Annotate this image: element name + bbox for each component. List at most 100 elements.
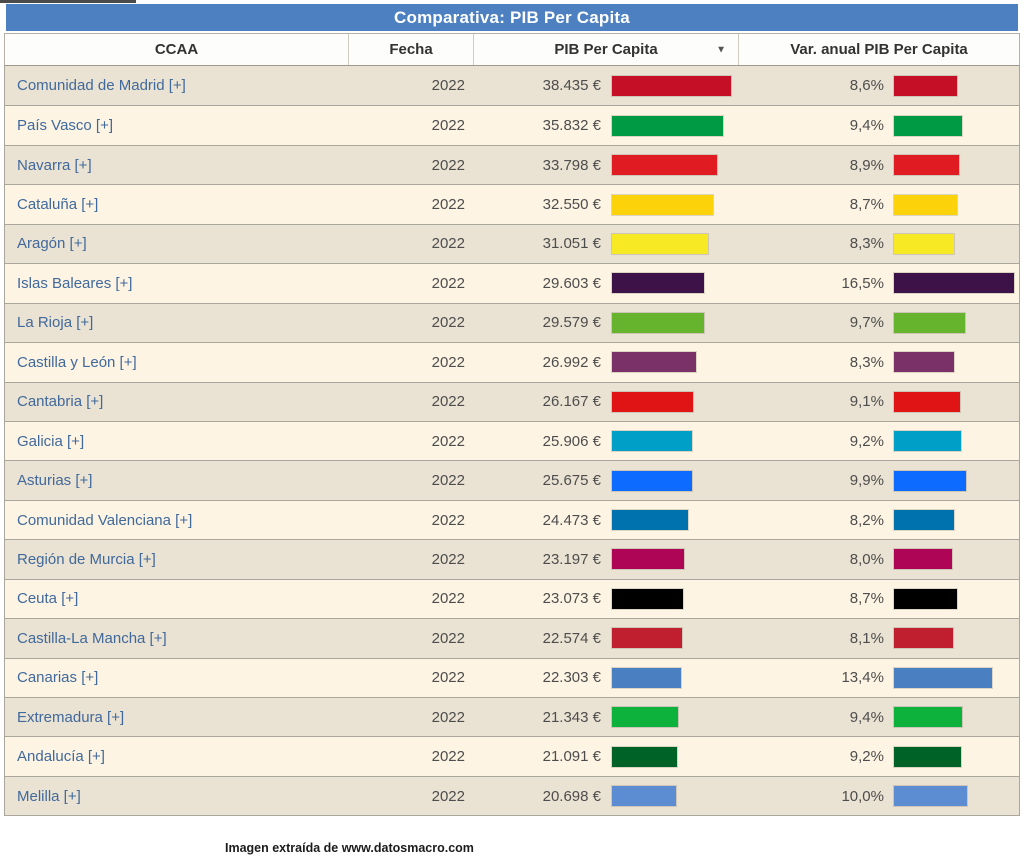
region-cell: Ceuta [+] <box>5 590 348 607</box>
var-bar <box>894 746 961 767</box>
var-bar <box>894 431 961 452</box>
year-cell: 2022 <box>431 235 465 253</box>
pib-value: 32.550 € <box>542 196 601 214</box>
region-cell: Cantabria [+] <box>5 393 348 410</box>
column-header-fecha[interactable]: Fecha <box>348 34 473 65</box>
var-bar <box>894 707 963 728</box>
var-bar <box>894 115 963 136</box>
column-header-ccaa[interactable]: CCAA <box>5 34 348 65</box>
column-header-var[interactable]: Var. anual PIB Per Capita <box>738 34 1019 65</box>
sort-descending-icon[interactable]: ▼ <box>716 44 726 55</box>
region-link[interactable]: La Rioja [+] <box>17 314 94 332</box>
var-value: 8,7% <box>849 590 884 608</box>
region-link[interactable]: Canarias [+] <box>17 669 99 687</box>
table-row: Aragón [+] 2022 31.051 € 8,3% <box>5 223 1019 264</box>
year-cell: 2022 <box>431 314 465 332</box>
pib-cell: 33.798 € <box>473 155 738 176</box>
var-bar <box>894 75 957 96</box>
table-body: Comunidad de Madrid [+] 2022 38.435 € 8,… <box>4 66 1020 817</box>
region-link[interactable]: Cataluña [+] <box>17 196 99 214</box>
pib-value: 33.798 € <box>542 156 601 174</box>
pib-cell: 31.051 € <box>473 233 738 254</box>
var-bar <box>894 233 955 254</box>
region-link[interactable]: Andalucía [+] <box>17 748 105 766</box>
region-link[interactable]: Ceuta [+] <box>17 590 79 608</box>
region-link[interactable]: Melilla [+] <box>17 787 81 805</box>
pib-cell: 26.167 € <box>473 391 738 412</box>
region-link[interactable]: Navarra [+] <box>17 156 92 174</box>
region-link[interactable]: Castilla y León [+] <box>17 353 137 371</box>
region-cell: País Vasco [+] <box>5 117 348 134</box>
region-link[interactable]: País Vasco [+] <box>17 117 114 135</box>
var-value: 9,1% <box>849 393 884 411</box>
var-value: 16,5% <box>841 274 884 292</box>
pib-bar <box>612 549 684 570</box>
pib-bar <box>612 510 688 531</box>
region-link[interactable]: Región de Murcia [+] <box>17 550 156 568</box>
pib-bar <box>612 155 717 176</box>
region-cell: La Rioja [+] <box>5 314 348 331</box>
pib-bar <box>612 115 723 136</box>
region-link[interactable]: Aragón [+] <box>17 235 87 253</box>
pib-value: 25.675 € <box>542 472 601 490</box>
var-cell: 8,9% <box>738 155 1019 176</box>
table-row: Melilla [+] 2022 20.698 € 10,0% <box>5 775 1019 816</box>
var-cell: 8,3% <box>738 233 1019 254</box>
column-header-pib[interactable]: PIB Per Capita ▼ <box>473 34 738 65</box>
region-link[interactable]: Castilla-La Mancha [+] <box>17 629 167 647</box>
var-bar <box>894 510 954 531</box>
region-link[interactable]: Comunidad de Madrid [+] <box>17 77 186 95</box>
pib-value: 31.051 € <box>542 235 601 253</box>
year-cell: 2022 <box>431 117 465 135</box>
region-link[interactable]: Galicia [+] <box>17 432 85 450</box>
pib-cell: 21.343 € <box>473 707 738 728</box>
table-row: Islas Baleares [+] 2022 29.603 € 16,5% <box>5 263 1019 303</box>
var-value: 8,0% <box>849 550 884 568</box>
year-cell: 2022 <box>431 472 465 490</box>
region-cell: Comunidad de Madrid [+] <box>5 77 348 94</box>
year-cell: 2022 <box>431 432 465 450</box>
year-cell: 2022 <box>431 629 465 647</box>
region-cell: Extremadura [+] <box>5 709 348 726</box>
table-row: Ceuta [+] 2022 23.073 € 8,7% <box>5 578 1019 619</box>
region-cell: Asturias [+] <box>5 472 348 489</box>
region-link[interactable]: Comunidad Valenciana [+] <box>17 511 193 529</box>
region-link[interactable]: Islas Baleares [+] <box>17 274 133 292</box>
var-bar <box>894 786 967 807</box>
pib-bar <box>612 628 682 649</box>
var-cell: 10,0% <box>738 786 1019 807</box>
var-cell: 9,2% <box>738 431 1019 452</box>
year-cell: 2022 <box>431 393 465 411</box>
var-cell: 9,4% <box>738 707 1019 728</box>
pib-bar <box>612 667 682 688</box>
pib-bar <box>612 786 677 807</box>
var-cell: 9,2% <box>738 746 1019 767</box>
var-bar <box>894 312 965 333</box>
var-bar <box>894 273 1014 294</box>
region-link[interactable]: Cantabria [+] <box>17 393 104 411</box>
var-value: 10,0% <box>841 787 884 805</box>
browser-artifact-strip <box>0 0 136 3</box>
pib-bar <box>612 707 679 728</box>
var-cell: 8,3% <box>738 352 1019 373</box>
var-cell: 9,4% <box>738 115 1019 136</box>
pib-cell: 29.579 € <box>473 312 738 333</box>
var-cell: 8,0% <box>738 549 1019 570</box>
var-cell: 8,7% <box>738 588 1019 609</box>
pib-cell: 20.698 € <box>473 786 738 807</box>
var-value: 9,4% <box>849 708 884 726</box>
region-link[interactable]: Asturias [+] <box>17 472 93 490</box>
var-bar <box>894 155 959 176</box>
var-cell: 8,7% <box>738 194 1019 215</box>
pib-value: 38.435 € <box>542 77 601 95</box>
pib-value: 21.091 € <box>542 748 601 766</box>
var-value: 8,6% <box>849 77 884 95</box>
var-value: 8,7% <box>849 196 884 214</box>
column-header-ccaa-label: CCAA <box>154 41 199 58</box>
var-value: 9,2% <box>849 748 884 766</box>
pib-cell: 23.197 € <box>473 549 738 570</box>
region-cell: Cataluña [+] <box>5 196 348 213</box>
page-title: Comparativa: PIB Per Capita <box>394 7 630 27</box>
region-link[interactable]: Extremadura [+] <box>17 708 125 726</box>
column-header-var-label: Var. anual PIB Per Capita <box>790 41 968 58</box>
